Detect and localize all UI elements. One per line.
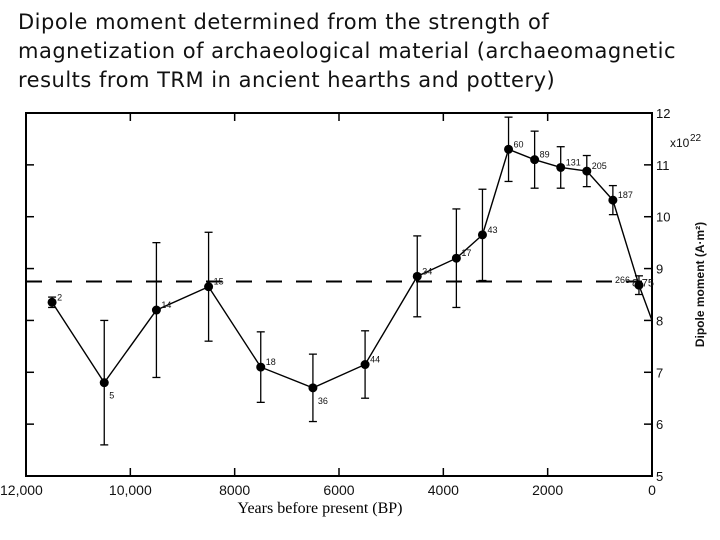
x-tick-label: 2000 (532, 482, 563, 498)
data-point-label: 266 (615, 275, 630, 285)
data-point (412, 271, 422, 281)
data-point-label: 5 (109, 391, 114, 401)
y-tick-label: 8 (656, 313, 663, 328)
chart-title: Dipole moment determined from the streng… (18, 8, 708, 95)
data-point (608, 195, 618, 205)
data-point-label: 43 (487, 225, 497, 235)
data-point (360, 360, 370, 370)
data-point (556, 162, 566, 172)
y-tick-label: 5 (656, 469, 663, 484)
y-axis-label: Dipole moment (A·m²) (693, 222, 707, 347)
data-point (477, 230, 487, 240)
y-tick-label: 10 (656, 210, 670, 225)
data-point (308, 383, 318, 393)
series-line (51, 148, 653, 389)
y-multiplier-label: x10 (670, 136, 690, 150)
data-point-label: 44 (370, 355, 380, 365)
data-point-label: 34 (422, 266, 432, 276)
data-point (504, 144, 514, 154)
x-tick-label: 10,000 (109, 482, 152, 498)
data-point-label: 17 (461, 248, 471, 258)
y-tick-label: 12 (656, 106, 670, 121)
data-point-label: 14 (161, 300, 171, 310)
x-tick-label: 8000 (219, 482, 250, 498)
data-point-label: 205 (592, 161, 607, 171)
data-point (530, 155, 540, 165)
y-multiplier-exponent: 22 (690, 133, 702, 144)
data-point-label: 2 (57, 292, 62, 302)
x-tick-label: 4000 (428, 482, 459, 498)
x-tick-label: 6000 (323, 482, 354, 498)
y-tick-label: 9 (656, 262, 663, 277)
data-point (451, 253, 461, 263)
data-point-label: 36 (318, 396, 328, 406)
x-axis-label: Years before present (BP) (237, 500, 403, 517)
y-tick-label: 11 (656, 158, 670, 173)
x-tick-label: 12,000 (0, 482, 43, 498)
data-point-label: 131 (566, 157, 581, 167)
title-line-1: Dipole moment determined from the streng… (18, 10, 550, 34)
data-point-label: 18 (266, 357, 276, 367)
x-tick-label: 0 (648, 482, 656, 498)
data-point (99, 378, 109, 388)
title-line-2: magnetization of archaeological material… (18, 39, 677, 63)
data-point-label: 187 (618, 190, 633, 200)
title-line-3: results from TRM in ancient hearths and … (18, 68, 556, 92)
data-point (204, 282, 214, 292)
data-point-label: 15 (214, 277, 224, 287)
data-point (582, 166, 592, 176)
data-point-label: 60 (514, 139, 524, 149)
data-point (151, 305, 161, 315)
data-point (634, 280, 644, 290)
data-point-label: 89 (540, 150, 550, 160)
y-tick-label: 7 (656, 365, 663, 380)
y-tick-label: 6 (656, 417, 663, 432)
data-point (256, 362, 266, 372)
data-point (47, 297, 57, 307)
